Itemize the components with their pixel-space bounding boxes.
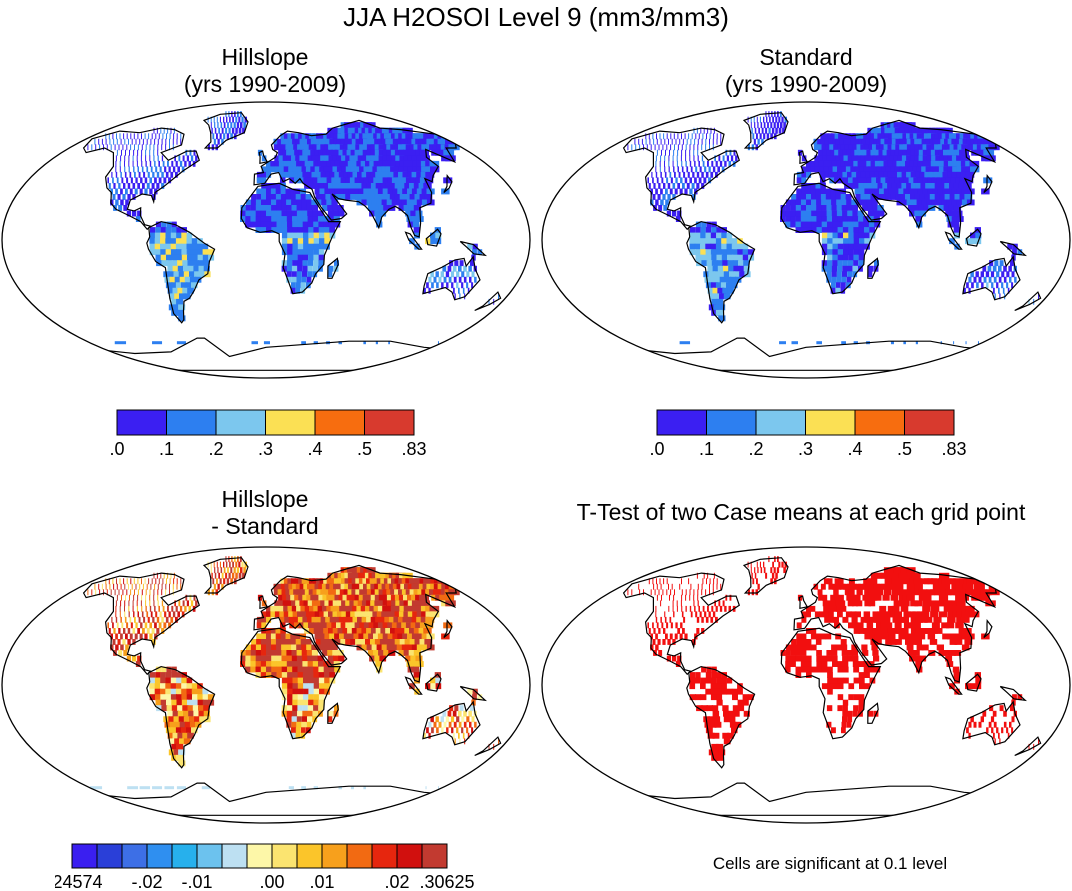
grid-cells — [627, 556, 1039, 816]
panel-title-line2: (yrs 1990-2009) — [724, 71, 888, 97]
grid-cells — [87, 556, 499, 816]
colorbar-swatch — [271, 843, 298, 869]
colorbar-label: .4 — [847, 439, 862, 459]
panel-title-standard: Standard (yrs 1990-2009) — [656, 44, 956, 98]
colorbar-swatch — [96, 843, 123, 869]
colorbar-swatch — [854, 409, 905, 436]
colorbar-swatch — [166, 409, 217, 436]
colorbar-swatch — [121, 843, 148, 869]
colorbar-swatch — [71, 843, 98, 869]
colorbar-label: .4 — [307, 439, 322, 459]
colorbar-label: -.01 — [181, 872, 212, 891]
colorbar-swatch — [371, 843, 398, 869]
colorbar-label: .3 — [258, 439, 273, 459]
colorbar-swatch — [296, 843, 323, 869]
colorbar-swatch — [755, 409, 806, 436]
colorbar-label: .01 — [309, 872, 334, 891]
colorbar-swatch — [146, 843, 173, 869]
panel-title-difference: Hillslope - Standard — [115, 486, 415, 540]
significance-note: Cells are significant at 0.1 level — [712, 854, 948, 873]
colorbar-label: .83 — [941, 439, 966, 459]
map-ttest — [541, 546, 1071, 824]
map-frame — [1, 546, 531, 824]
grid-cells — [87, 111, 499, 371]
colorbar-difference: -.24574 -.02 -.01 .00 .01 .02 .30625 — [55, 843, 475, 891]
colorbar-label: -.02 — [131, 872, 162, 891]
colorbar-swatch — [196, 843, 223, 869]
colorbar-label: .2 — [748, 439, 763, 459]
colorbar-swatch — [904, 409, 955, 436]
map-frame — [541, 101, 1071, 379]
map-hillslope — [1, 101, 531, 379]
colorbar-swatch — [656, 409, 707, 436]
panel-title-ttest: T-Test of two Case means at each grid po… — [530, 499, 1072, 526]
figure-title: JJA H2OSOI Level 9 (mm3/mm3) — [343, 2, 729, 32]
panel-title-line1: Hillslope — [221, 44, 309, 70]
colorbar-swatch — [246, 843, 273, 869]
colorbar-swatch — [314, 409, 365, 436]
colorbar-swatch — [706, 409, 757, 436]
panel-title-line1: T-Test of two Case means at each grid po… — [576, 499, 1026, 525]
colorbar-swatch — [421, 843, 448, 869]
colorbar-label: .0 — [109, 439, 124, 459]
map-standard — [541, 101, 1071, 379]
colorbar-label: .5 — [897, 439, 912, 459]
grid-cells — [627, 111, 1039, 371]
colorbar-swatch — [346, 843, 373, 869]
colorbar-swatch — [805, 409, 856, 436]
colorbar-label: .83 — [401, 439, 426, 459]
colorbar-swatch — [396, 843, 423, 869]
colorbar-swatch — [116, 409, 167, 436]
panel-title-line2: - Standard — [211, 513, 319, 539]
colorbar-label: .1 — [159, 439, 174, 459]
colorbar-label: .00 — [259, 872, 284, 891]
colorbar-label: .3 — [798, 439, 813, 459]
colorbar-label: .1 — [699, 439, 714, 459]
map-frame — [541, 546, 1071, 824]
panel-title-hillslope: Hillslope (yrs 1990-2009) — [115, 44, 415, 98]
colorbar-label: .0 — [649, 439, 664, 459]
colorbar-label: -.24574 — [55, 872, 103, 891]
colorbar-label: .02 — [384, 872, 409, 891]
colorbar-swatch — [364, 409, 415, 436]
colorbar-label: .2 — [208, 439, 223, 459]
colorbar-label: .30625 — [419, 872, 474, 891]
colorbar-hillslope: .0 .1 .2 .3 .4 .5 .83 — [109, 409, 427, 459]
colorbar-standard: .0 .1 .2 .3 .4 .5 .83 — [649, 409, 967, 459]
colorbar-swatch — [321, 843, 348, 869]
panel-title-line1: Hillslope — [221, 486, 309, 512]
colorbar-label: .5 — [357, 439, 372, 459]
map-frame — [1, 101, 531, 379]
colorbar-swatch — [171, 843, 198, 869]
colorbar-swatch — [221, 843, 248, 869]
panel-title-line1: Standard — [759, 44, 853, 70]
colorbar-swatch — [265, 409, 316, 436]
map-difference — [1, 546, 531, 824]
panel-title-line2: (yrs 1990-2009) — [183, 71, 347, 97]
colorbar-swatch — [215, 409, 266, 436]
